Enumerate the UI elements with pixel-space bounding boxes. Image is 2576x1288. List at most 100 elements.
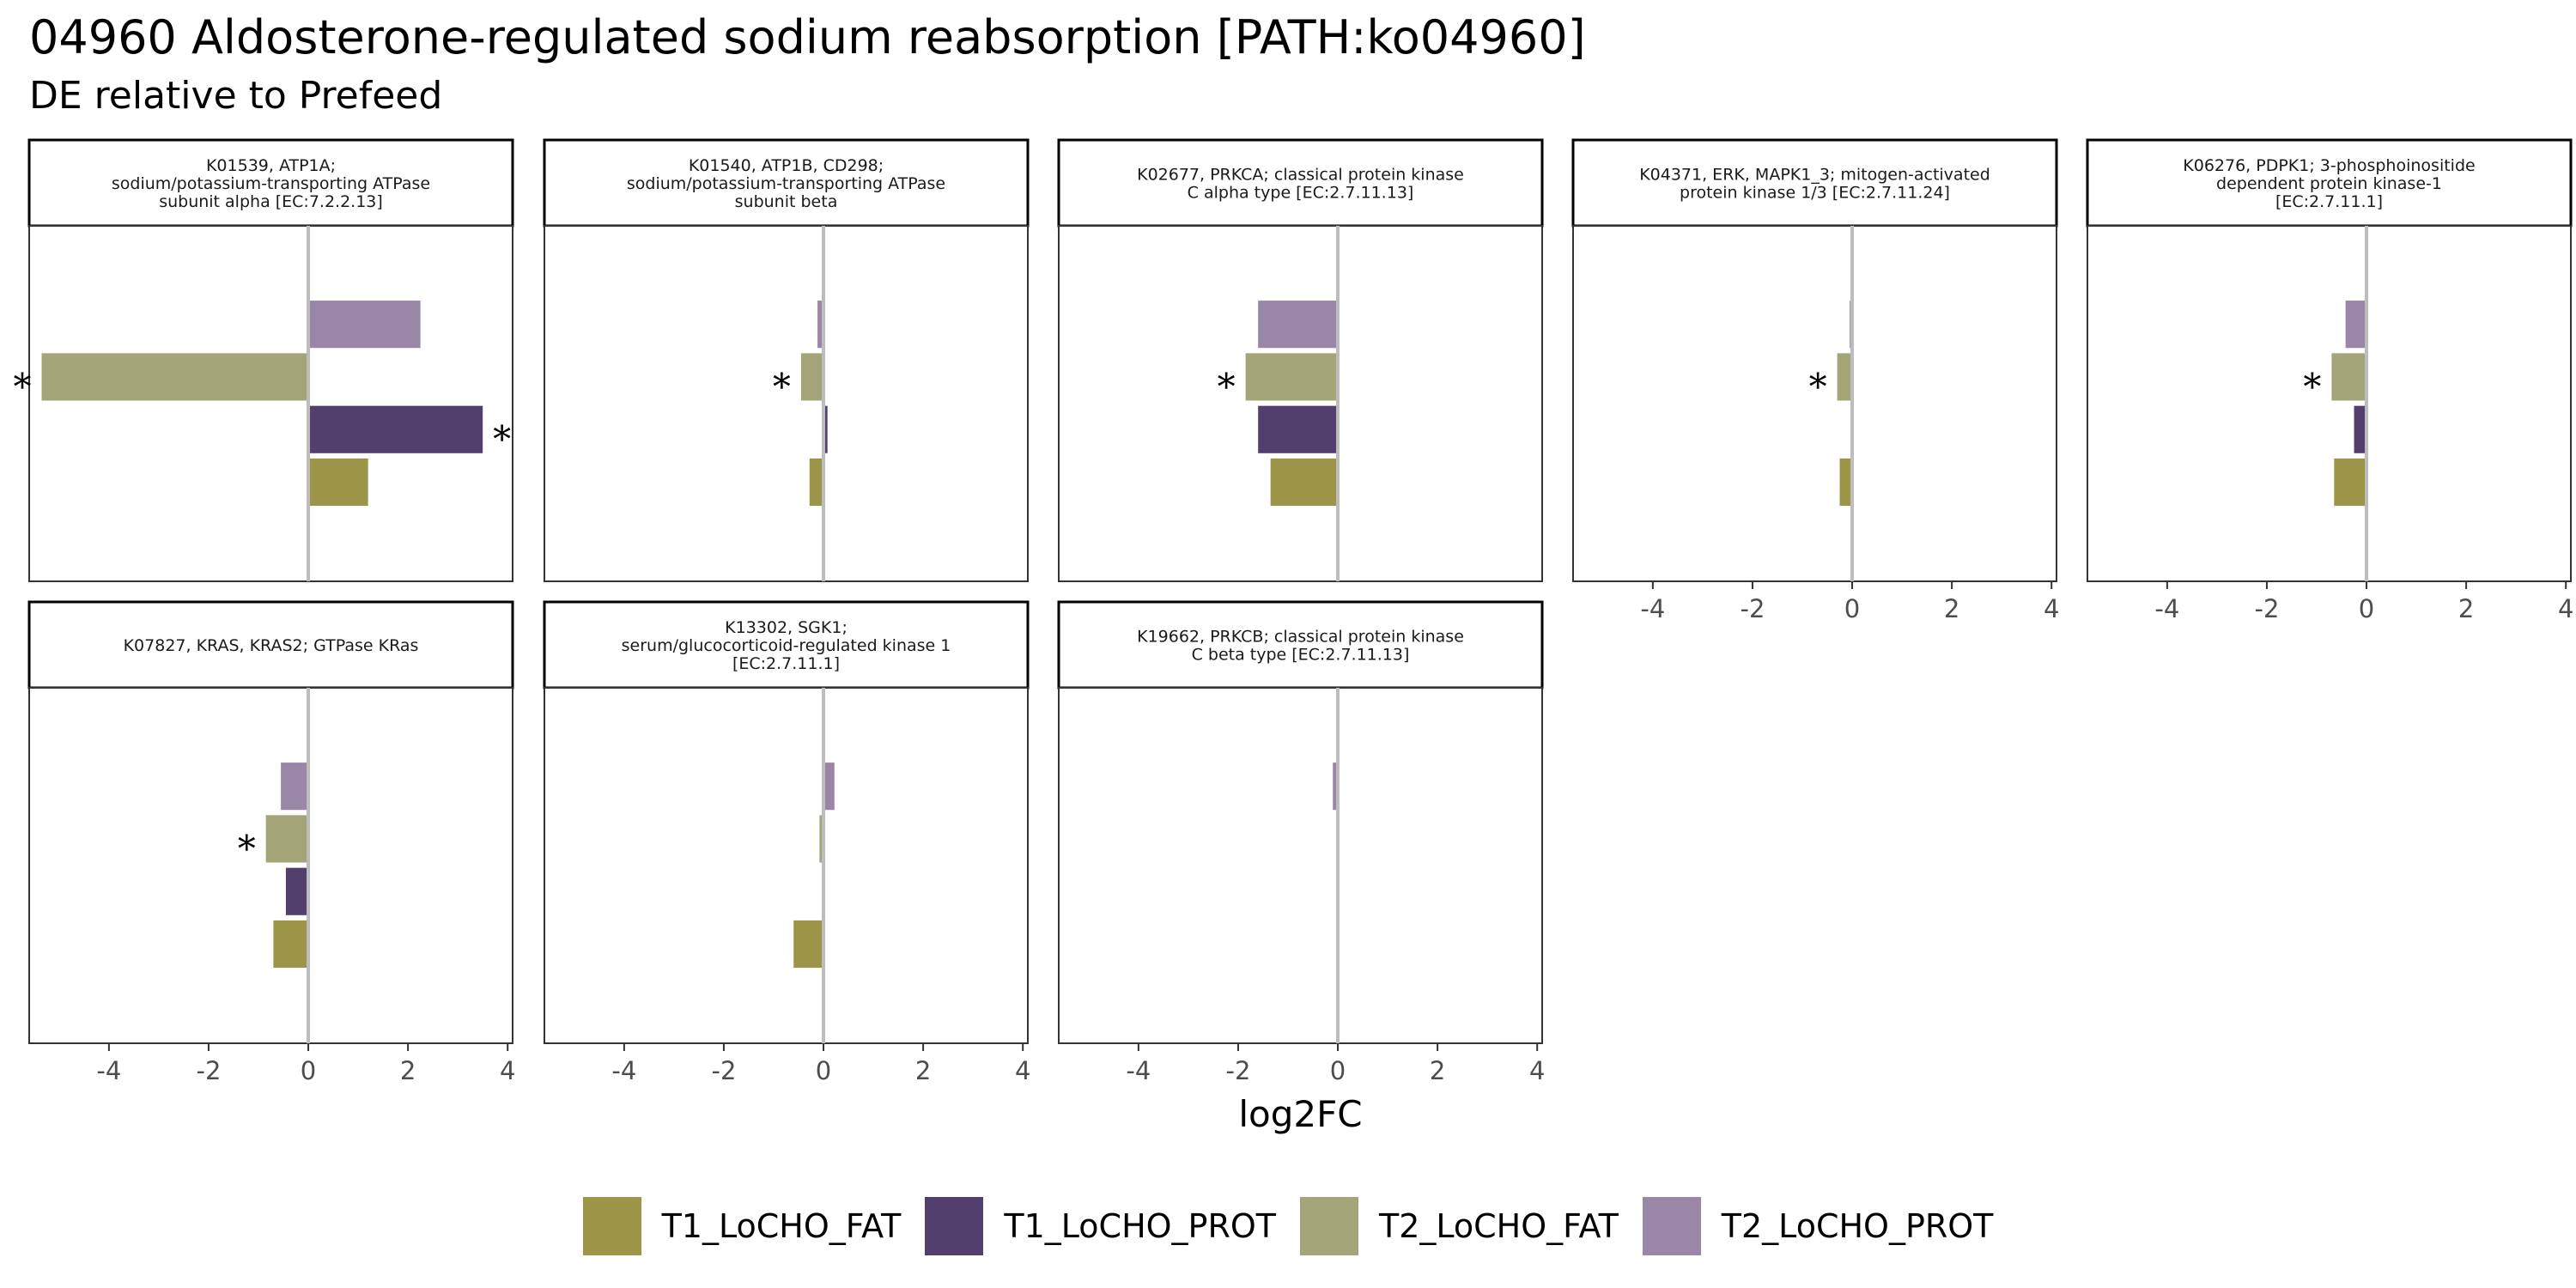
- x-tick-label: 4: [2044, 594, 2059, 623]
- legend-label: T2_LoCHO_FAT: [1379, 1207, 1619, 1245]
- x-tick-label: -2: [1225, 1056, 1250, 1085]
- bar-t2-locho-fat: [41, 353, 309, 401]
- facet-strip-label: subunit alpha [EC:7.2.2.13]: [159, 192, 383, 211]
- panel-frame: [1058, 225, 1543, 582]
- panel-frame: [1572, 225, 2057, 582]
- bar-t1-locho-prot: [1258, 405, 1339, 453]
- x-axis-title: log2FC: [1238, 1093, 1362, 1135]
- x-tick-label: -4: [611, 1056, 636, 1085]
- panel-frame: [28, 687, 513, 1044]
- x-tick-label: 0: [2359, 594, 2374, 623]
- facet-strip-label: K04371, ERK, MAPK1_3; mitogen-activated: [1639, 166, 1990, 185]
- significance-star: *: [14, 366, 32, 408]
- facet-strip-label: K13302, SGK1;: [725, 618, 848, 637]
- facet-strip: [543, 600, 1030, 690]
- legend-item: T1_LoCHO_FAT: [582, 1197, 901, 1255]
- bar-t1-locho-prot: [285, 867, 309, 915]
- chart-subtitle: DE relative to Prefeed: [29, 74, 443, 118]
- legend: T1_LoCHO_FAT T1_LoCHO_PROT T2_LoCHO_FAT T2_…: [0, 1194, 2576, 1259]
- facet-strip-label: K02677, PRKCA; classical protein kinase: [1137, 166, 1464, 185]
- x-tick-label: 0: [1844, 594, 1860, 623]
- panel-frame: [28, 225, 513, 582]
- bar-t2-locho-prot: [1258, 301, 1339, 349]
- facet-strip: [543, 138, 1030, 228]
- facet-strip: [1571, 138, 2058, 228]
- x-tick-label: 2: [1430, 1056, 1445, 1085]
- facet-strip-label: dependent protein kinase-1: [2216, 174, 2442, 193]
- x-tick-label: 4: [2558, 594, 2573, 623]
- bar-t2-locho-fat: [2331, 353, 2367, 401]
- legend-item: T1_LoCHO_PROT: [925, 1197, 1276, 1255]
- bar-t1-locho-fat: [1270, 458, 1339, 507]
- significance-star: *: [1809, 366, 1827, 408]
- facet-strip-label: K01540, ATP1B, CD298;: [689, 156, 884, 175]
- legend-label: T1_LoCHO_PROT: [1004, 1207, 1276, 1245]
- panel-frame: [544, 225, 1029, 582]
- panel-frame: [544, 687, 1029, 1044]
- x-tick-label: 2: [915, 1056, 931, 1085]
- facet-strip: [1057, 138, 1544, 228]
- bar-t1-locho-prot: [308, 405, 483, 453]
- bar-t2-locho-prot: [2345, 301, 2367, 349]
- bar-t2-locho-prot: [308, 301, 421, 349]
- bar-t2-locho-prot: [281, 762, 309, 811]
- facet-strip-label: C alpha type [EC:2.7.11.13]: [1188, 184, 1414, 203]
- x-tick-label: 2: [2458, 594, 2474, 623]
- bar-t2-locho-fat: [800, 353, 824, 401]
- x-tick-label: -4: [1640, 594, 1665, 623]
- x-tick-label: 0: [1330, 1056, 1346, 1085]
- facet-strip-label: sodium/potassium-transporting ATPase: [627, 174, 945, 193]
- facet-strip-label: [EC:2.7.11.1]: [732, 654, 840, 673]
- bar-t1-locho-fat: [793, 920, 824, 969]
- facet-strip-label: K06276, PDPK1; 3-phosphoinositide: [2183, 156, 2475, 175]
- legend-swatch: [1642, 1197, 1701, 1255]
- facet-strip-label: protein kinase 1/3 [EC:2.7.11.24]: [1680, 184, 1950, 203]
- bar-t1-locho-fat: [1839, 458, 1853, 507]
- facet-strip: [1057, 600, 1544, 690]
- x-tick-label: 2: [400, 1056, 416, 1085]
- legend-swatch: [1300, 1197, 1358, 1255]
- bar-t1-locho-fat: [308, 458, 368, 507]
- bar-t2-locho-fat: [1245, 353, 1339, 401]
- significance-star: *: [238, 828, 256, 870]
- legend-swatch: [582, 1197, 641, 1255]
- significance-star: *: [493, 418, 511, 460]
- bar-t2-locho-prot: [823, 762, 835, 811]
- x-tick-label: 4: [500, 1056, 515, 1085]
- panel-frame: [1058, 687, 1543, 1044]
- x-tick-label: 4: [1015, 1056, 1030, 1085]
- facet-strip: [27, 600, 514, 690]
- facet-strip-label: serum/glucocorticoid-regulated kinase 1: [622, 636, 951, 655]
- facet-strip: [2086, 138, 2573, 228]
- x-tick-label: 0: [301, 1056, 316, 1085]
- facet-strip-label: K01539, ATP1A;: [206, 156, 336, 175]
- facet-strip-label: subunit beta: [735, 192, 838, 211]
- legend-swatch: [925, 1197, 984, 1255]
- facet-strip-label: sodium/potassium-transporting ATPase: [112, 174, 430, 193]
- bar-t2-locho-fat: [265, 815, 309, 863]
- x-tick-label: 4: [1529, 1056, 1545, 1085]
- legend-item: T2_LoCHO_FAT: [1300, 1197, 1619, 1255]
- bar-t1-locho-prot: [2354, 405, 2367, 453]
- significance-star: *: [773, 366, 791, 408]
- panel-frame: [2087, 225, 2572, 582]
- x-tick-label: -2: [2254, 594, 2279, 623]
- x-tick-label: -2: [196, 1056, 221, 1085]
- facet-bar-chart: K01539, ATP1A;sodium/potassium-transport…: [14, 138, 2573, 1135]
- bar-t1-locho-fat: [2334, 458, 2367, 507]
- bar-t1-locho-fat: [273, 920, 309, 969]
- x-tick-label: -4: [2154, 594, 2179, 623]
- x-tick-label: -4: [1126, 1056, 1151, 1085]
- legend-item: T2_LoCHO_PROT: [1642, 1197, 1993, 1255]
- significance-star: *: [2303, 366, 2321, 408]
- bar-t2-locho-fat: [1837, 353, 1853, 401]
- facet-strip-label: K19662, PRKCB; classical protein kinase: [1137, 628, 1464, 647]
- bar-t2-locho-prot: [1333, 762, 1339, 811]
- facet-strip-label: [EC:2.7.11.1]: [2275, 192, 2383, 211]
- x-tick-label: -2: [1740, 594, 1765, 623]
- x-tick-label: -4: [96, 1056, 121, 1085]
- bar-t1-locho-prot: [823, 405, 828, 453]
- bar-t2-locho-prot: [817, 301, 824, 349]
- x-tick-label: -2: [711, 1056, 736, 1085]
- significance-star: *: [1218, 366, 1236, 408]
